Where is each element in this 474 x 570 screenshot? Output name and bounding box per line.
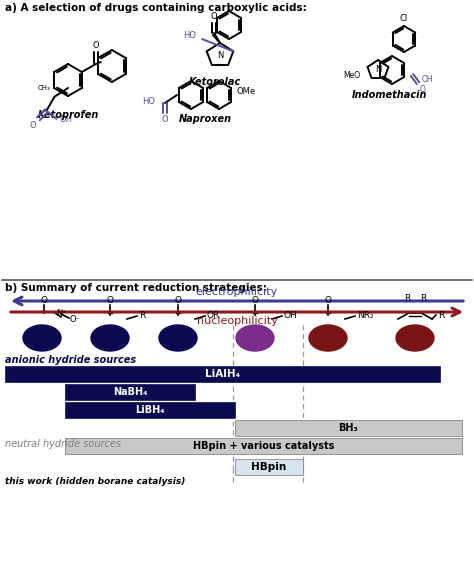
- Text: a) A selection of drugs containing carboxylic acids:: a) A selection of drugs containing carbo…: [5, 3, 307, 13]
- Text: O: O: [30, 121, 36, 130]
- Text: Ketoprofen: Ketoprofen: [37, 110, 99, 120]
- Text: OH: OH: [284, 311, 298, 320]
- Text: LiAlH₄: LiAlH₄: [205, 369, 240, 379]
- Text: HO: HO: [183, 31, 196, 39]
- Text: N: N: [375, 66, 381, 75]
- Bar: [65, 438, 462, 454]
- Bar: [65, 384, 195, 400]
- Ellipse shape: [23, 325, 61, 351]
- Text: R: R: [420, 294, 426, 303]
- Text: LiBH₄: LiBH₄: [135, 405, 165, 415]
- Text: O: O: [210, 12, 217, 21]
- Ellipse shape: [396, 325, 434, 351]
- Text: nucleophilicity: nucleophilicity: [197, 316, 277, 326]
- Text: O: O: [420, 85, 426, 94]
- Text: neutral hydride sources: neutral hydride sources: [5, 439, 121, 449]
- Bar: [65, 402, 235, 418]
- Bar: [5, 366, 440, 382]
- Text: O⁻: O⁻: [70, 315, 81, 324]
- Text: OMe: OMe: [237, 87, 256, 96]
- Text: R: R: [404, 294, 410, 303]
- Text: O: O: [252, 296, 258, 305]
- Text: CH₃: CH₃: [37, 85, 50, 91]
- Text: R: R: [438, 311, 444, 320]
- Text: N⁺: N⁺: [56, 308, 67, 317]
- Text: O: O: [174, 296, 182, 305]
- Bar: [235, 459, 303, 475]
- Ellipse shape: [159, 325, 197, 351]
- Text: anionic hydride sources: anionic hydride sources: [5, 355, 136, 365]
- Text: BH₃: BH₃: [338, 423, 358, 433]
- Text: OH: OH: [422, 75, 434, 83]
- Text: MeO: MeO: [343, 71, 360, 79]
- Text: HBpin: HBpin: [251, 462, 287, 472]
- Text: this work (hidden borane catalysis): this work (hidden borane catalysis): [5, 477, 185, 486]
- Text: OH: OH: [59, 115, 73, 124]
- Text: NaBH₄: NaBH₄: [113, 387, 147, 397]
- Text: HO: HO: [142, 96, 155, 105]
- Text: O: O: [325, 296, 331, 305]
- Ellipse shape: [236, 325, 274, 351]
- Text: O: O: [162, 115, 168, 124]
- Text: O: O: [107, 296, 113, 305]
- Text: Indomethacin: Indomethacin: [352, 90, 428, 100]
- Text: O: O: [92, 41, 99, 50]
- Text: R: R: [139, 311, 145, 320]
- Text: N: N: [217, 51, 223, 59]
- Bar: [235, 420, 462, 436]
- Text: NR₂: NR₂: [357, 311, 374, 320]
- Text: Cl: Cl: [400, 14, 408, 23]
- Text: O: O: [40, 296, 47, 305]
- Text: b) Summary of current reduction strategies:: b) Summary of current reduction strategi…: [5, 283, 267, 293]
- Text: OR: OR: [207, 311, 220, 320]
- Text: Naproxen: Naproxen: [178, 114, 232, 124]
- Text: electrophilicity: electrophilicity: [196, 287, 278, 297]
- Text: Ketorolac: Ketorolac: [189, 77, 241, 87]
- Ellipse shape: [91, 325, 129, 351]
- Text: HBpin + various catalysts: HBpin + various catalysts: [193, 441, 334, 451]
- Ellipse shape: [309, 325, 347, 351]
